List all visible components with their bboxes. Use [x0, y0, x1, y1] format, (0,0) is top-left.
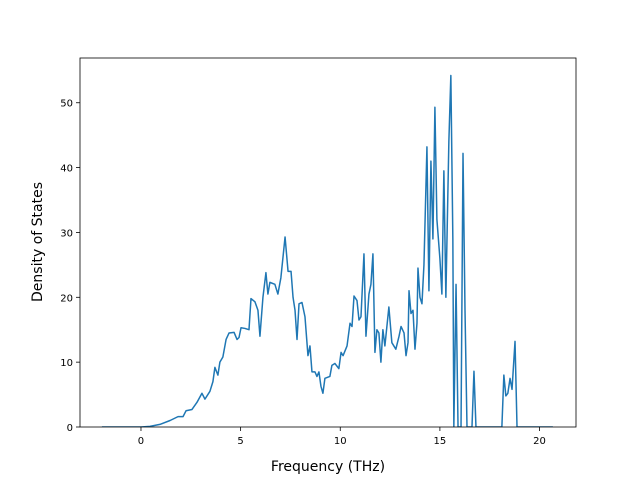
y-tick-label: 20	[60, 293, 73, 304]
data-line	[101, 74, 553, 427]
y-tick-label: 10	[60, 358, 73, 369]
x-tick-label: 5	[237, 436, 243, 447]
plot-frame	[79, 57, 577, 428]
y-tick-label: 0	[67, 423, 73, 434]
x-tick-label: 0	[138, 436, 144, 447]
x-axis-label: Frequency (THz)	[271, 459, 385, 475]
y-tick-label: 40	[60, 164, 73, 175]
y-axis-label: Density of States	[30, 182, 46, 302]
x-tick-label: 10	[334, 436, 347, 447]
y-tick-label: 50	[60, 99, 73, 110]
x-tick-label: 20	[533, 436, 546, 447]
y-tick-label: 30	[60, 228, 73, 239]
x-tick-label: 15	[434, 436, 447, 447]
